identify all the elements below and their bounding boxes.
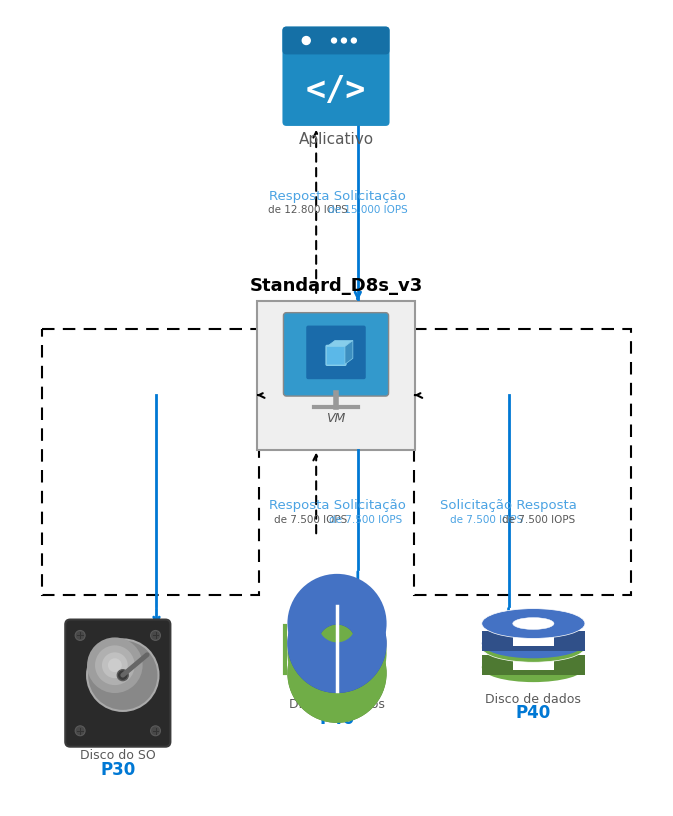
Wedge shape: [337, 594, 386, 693]
Circle shape: [341, 38, 347, 43]
Circle shape: [108, 659, 122, 672]
Circle shape: [117, 670, 129, 681]
Wedge shape: [287, 623, 337, 723]
Text: Aplicativo: Aplicativo: [298, 132, 374, 148]
Ellipse shape: [482, 652, 585, 682]
Polygon shape: [327, 340, 353, 347]
FancyBboxPatch shape: [65, 619, 170, 747]
Wedge shape: [337, 623, 386, 723]
FancyBboxPatch shape: [513, 627, 554, 646]
Text: Disco de dados: Disco de dados: [289, 698, 385, 712]
Circle shape: [75, 725, 85, 736]
Circle shape: [151, 631, 160, 641]
Circle shape: [351, 38, 356, 43]
Bar: [256, 301, 415, 450]
FancyBboxPatch shape: [513, 650, 554, 670]
Wedge shape: [287, 574, 337, 673]
Ellipse shape: [513, 637, 554, 650]
Text: de 7.500 IOPS: de 7.500 IOPS: [450, 515, 524, 526]
FancyBboxPatch shape: [283, 313, 388, 396]
Circle shape: [87, 637, 143, 693]
Circle shape: [75, 631, 85, 641]
Text: de 12.800 IOPS: de 12.800 IOPS: [269, 206, 348, 215]
Wedge shape: [337, 604, 386, 703]
Bar: [42, 329, 258, 595]
Text: VM: VM: [326, 412, 346, 425]
FancyBboxPatch shape: [326, 345, 346, 366]
Text: Disco de dados: Disco de dados: [485, 693, 581, 706]
Bar: [415, 329, 631, 595]
Circle shape: [302, 37, 310, 45]
FancyBboxPatch shape: [283, 27, 390, 55]
FancyBboxPatch shape: [283, 27, 390, 126]
Text: P40: P40: [320, 710, 355, 728]
Text: Solicitação Resposta: Solicitação Resposta: [440, 499, 577, 512]
Text: Resposta Solicitação: Resposta Solicitação: [269, 499, 405, 512]
Text: de 15.000 IOPS: de 15.000 IOPS: [328, 206, 408, 215]
Text: </>: </>: [306, 73, 366, 107]
Wedge shape: [287, 594, 337, 693]
Circle shape: [332, 38, 336, 43]
FancyBboxPatch shape: [482, 654, 585, 675]
Text: Disco do SO: Disco do SO: [80, 749, 155, 762]
Ellipse shape: [513, 618, 554, 629]
Ellipse shape: [482, 628, 585, 659]
Circle shape: [87, 640, 158, 711]
Circle shape: [95, 645, 135, 685]
Circle shape: [151, 725, 160, 736]
Wedge shape: [287, 594, 337, 693]
Wedge shape: [337, 594, 386, 693]
Text: P30: P30: [100, 761, 135, 778]
Ellipse shape: [513, 641, 554, 654]
FancyBboxPatch shape: [482, 631, 585, 651]
Text: P40: P40: [516, 704, 551, 722]
Wedge shape: [287, 604, 337, 703]
Circle shape: [102, 652, 128, 678]
Bar: [287, 30, 386, 51]
Ellipse shape: [482, 632, 585, 663]
Text: Resposta Solicitação: Resposta Solicitação: [269, 190, 405, 203]
Text: Standard_D8s_v3: Standard_D8s_v3: [250, 277, 423, 295]
Text: de 7.500 IOPS: de 7.500 IOPS: [501, 515, 575, 526]
FancyBboxPatch shape: [306, 326, 365, 379]
Wedge shape: [337, 574, 386, 673]
Polygon shape: [345, 340, 353, 364]
Text: de 7.500 IOPS: de 7.500 IOPS: [274, 515, 347, 526]
Wedge shape: [287, 623, 337, 723]
Ellipse shape: [482, 609, 585, 638]
Wedge shape: [337, 623, 386, 723]
Ellipse shape: [513, 661, 554, 673]
Text: de 7.500 IOPS: de 7.500 IOPS: [329, 515, 402, 526]
